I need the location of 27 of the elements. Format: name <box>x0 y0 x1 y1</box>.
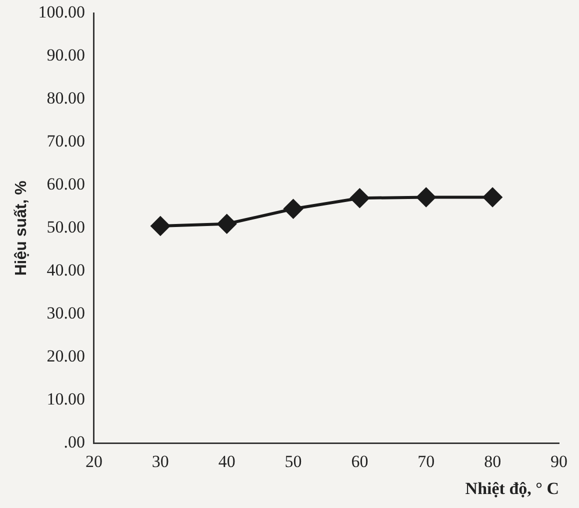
x-tick-label: 80 <box>484 452 502 471</box>
y-tick-label: 70.00 <box>46 132 85 151</box>
point <box>483 188 502 207</box>
point <box>284 199 303 218</box>
y-tick-label: 90.00 <box>46 46 85 65</box>
x-axis-title: Nhiệt độ, ° C <box>465 479 559 498</box>
point <box>416 188 436 207</box>
y-tick-label: 100.00 <box>38 2 85 22</box>
x-tick-label: 30 <box>152 452 169 471</box>
y-tick-label: 80.00 <box>46 88 85 108</box>
x-tick-label: 60 <box>351 452 368 471</box>
x-tick-label: 20 <box>85 452 102 471</box>
point <box>217 214 236 234</box>
y-tick-label: 30.00 <box>46 304 85 323</box>
point <box>150 216 170 236</box>
x-tick-label: 40 <box>218 452 236 471</box>
y-tick-label: 60.00 <box>46 174 85 194</box>
y-axis-title: Hiệu suất, % <box>13 180 30 276</box>
y-tick-label: 10.00 <box>46 390 85 409</box>
x-tick-label: 50 <box>284 452 302 471</box>
y-tick-label: 50.00 <box>46 218 85 237</box>
point <box>350 188 370 208</box>
x-tick-label: 90 <box>550 452 568 471</box>
y-tick-label: .00 <box>64 432 85 452</box>
y-tick-label: 40.00 <box>46 260 85 280</box>
x-tick-label: 70 <box>418 452 435 471</box>
y-tick-label: 20.00 <box>46 346 85 366</box>
